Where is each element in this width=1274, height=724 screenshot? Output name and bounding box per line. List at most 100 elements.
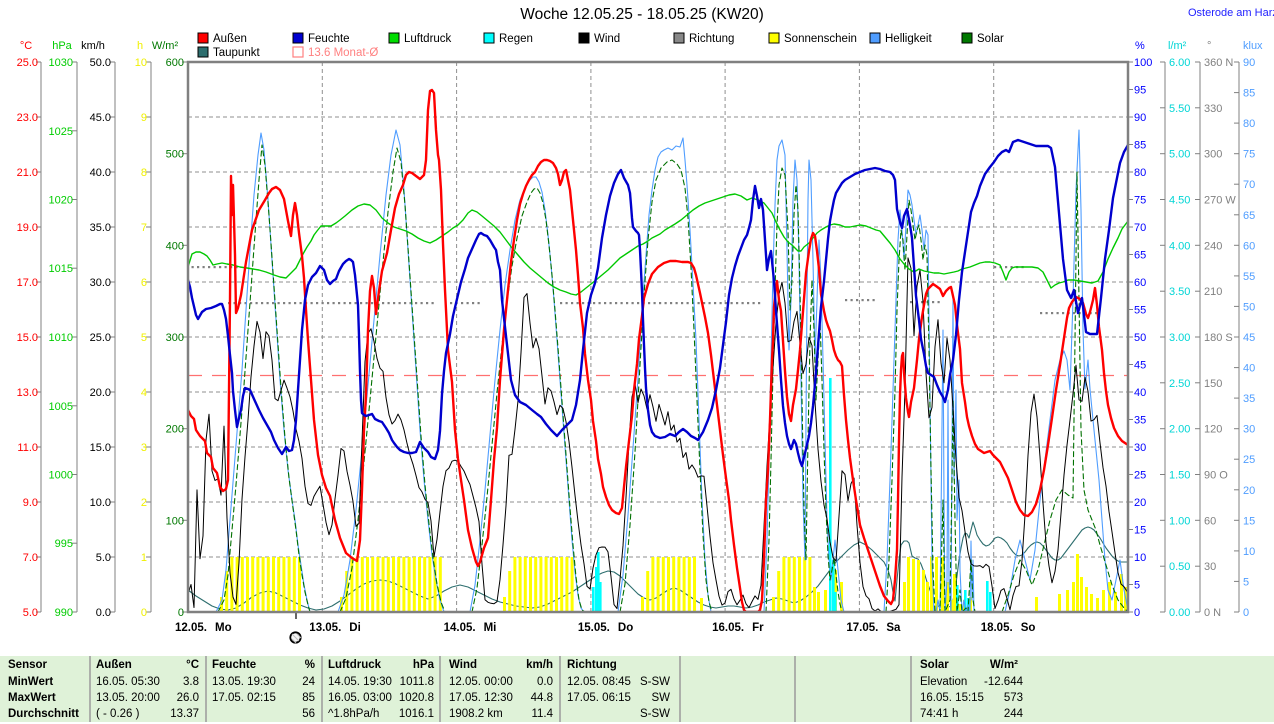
svg-text:17.05. 02:15: 17.05. 02:15	[212, 692, 276, 704]
svg-text:Elevation: Elevation	[920, 676, 967, 688]
svg-text:17.05. 12:30: 17.05. 12:30	[449, 692, 513, 704]
svg-text:120: 120	[1204, 424, 1222, 436]
svg-text:1010: 1010	[49, 332, 73, 344]
svg-text:70: 70	[1134, 222, 1146, 234]
svg-text:1908.2 km: 1908.2 km	[449, 708, 503, 720]
svg-text:9.0: 9.0	[23, 497, 38, 509]
svg-text:21.0: 21.0	[17, 167, 38, 179]
svg-text:90: 90	[1134, 112, 1146, 124]
svg-text:1020.8: 1020.8	[399, 692, 434, 704]
svg-text:300: 300	[166, 332, 184, 344]
svg-text:573: 573	[1004, 692, 1023, 704]
svg-text:16.05. 05:30: 16.05. 05:30	[96, 676, 160, 688]
svg-text:13.05. 20:00: 13.05. 20:00	[96, 692, 160, 704]
svg-text:13.37: 13.37	[170, 708, 199, 720]
svg-text:30: 30	[1204, 561, 1216, 573]
svg-text:Solar: Solar	[977, 33, 1004, 45]
svg-text:1.50: 1.50	[1169, 470, 1190, 482]
svg-text:45: 45	[1243, 332, 1255, 344]
svg-text:Wind: Wind	[594, 33, 620, 45]
svg-text:20.0: 20.0	[90, 387, 111, 399]
svg-text:0: 0	[141, 607, 147, 619]
svg-text:400: 400	[166, 240, 184, 252]
svg-text:200: 200	[166, 424, 184, 436]
svg-text:13.0: 13.0	[17, 387, 38, 399]
svg-text:Solar: Solar	[920, 659, 949, 671]
svg-text:995: 995	[55, 538, 73, 550]
svg-text:5.0: 5.0	[96, 552, 111, 564]
svg-text:3.50: 3.50	[1169, 286, 1190, 298]
svg-text:hPa: hPa	[413, 659, 435, 671]
svg-text:klux: klux	[1243, 40, 1263, 52]
svg-text:17.05.: 17.05.	[846, 622, 878, 634]
svg-text:30: 30	[1243, 424, 1255, 436]
svg-text:%: %	[305, 659, 315, 671]
svg-text:240: 240	[1204, 240, 1222, 252]
svg-text:So: So	[1021, 622, 1036, 634]
svg-text:3: 3	[141, 442, 147, 454]
svg-text:330: 330	[1204, 103, 1222, 115]
svg-text:Luftdruck: Luftdruck	[404, 33, 452, 45]
svg-text:23.0: 23.0	[17, 112, 38, 124]
svg-text:500: 500	[166, 149, 184, 161]
svg-text:Mo: Mo	[215, 622, 232, 634]
svg-text:1020: 1020	[49, 195, 73, 207]
svg-text:°C: °C	[20, 40, 32, 52]
svg-text:75: 75	[1134, 195, 1146, 207]
svg-text:1030: 1030	[49, 57, 73, 69]
svg-text:Außen: Außen	[96, 659, 132, 671]
svg-text:44.8: 44.8	[531, 692, 553, 704]
svg-text:26.0: 26.0	[177, 692, 199, 704]
svg-text:85: 85	[302, 692, 315, 704]
svg-text:S-SW: S-SW	[640, 708, 670, 720]
svg-text:210: 210	[1204, 286, 1222, 298]
svg-text:Durchschnitt: Durchschnitt	[8, 708, 79, 720]
svg-text:1011.8: 1011.8	[400, 676, 434, 688]
svg-text:Richtung: Richtung	[567, 659, 617, 671]
svg-text:Mi: Mi	[484, 622, 497, 634]
svg-text:75: 75	[1243, 149, 1255, 161]
svg-text:1005: 1005	[49, 401, 73, 413]
svg-text:11.0: 11.0	[17, 442, 38, 454]
svg-text:1015: 1015	[49, 263, 73, 275]
svg-text:°C: °C	[186, 659, 199, 671]
svg-text:0.00: 0.00	[1169, 607, 1190, 619]
svg-text:Luftdruck: Luftdruck	[328, 659, 382, 671]
svg-text:35.0: 35.0	[90, 222, 111, 234]
svg-text:150: 150	[1204, 378, 1222, 390]
svg-text:14.05.: 14.05.	[444, 622, 476, 634]
svg-text:12.05. 00:00: 12.05. 00:00	[449, 676, 513, 688]
svg-text:74:41 h: 74:41 h	[920, 708, 958, 720]
svg-text:9: 9	[141, 112, 147, 124]
svg-text:45: 45	[1134, 360, 1146, 372]
svg-text:17.05. 06:15: 17.05. 06:15	[567, 692, 631, 704]
svg-text:25: 25	[1134, 470, 1146, 482]
svg-text:100: 100	[166, 515, 184, 527]
svg-text:km/h: km/h	[81, 40, 105, 52]
svg-text:60: 60	[1243, 240, 1255, 252]
svg-text:100: 100	[1134, 57, 1152, 69]
svg-text:Regen: Regen	[499, 33, 533, 45]
svg-text:13.05.: 13.05.	[309, 622, 341, 634]
svg-text:5: 5	[1243, 576, 1249, 588]
svg-text:6: 6	[141, 277, 147, 289]
svg-text:Helligkeit: Helligkeit	[885, 33, 932, 45]
svg-text:20: 20	[1243, 485, 1255, 497]
svg-text:270 W: 270 W	[1204, 195, 1236, 207]
svg-text:l/m²: l/m²	[1168, 40, 1187, 52]
svg-text:60: 60	[1134, 277, 1146, 289]
svg-text:MaxWert: MaxWert	[8, 692, 56, 704]
svg-text:( - 0.26 ): ( - 0.26 )	[96, 708, 140, 720]
svg-text:Feuchte: Feuchte	[212, 659, 256, 671]
svg-text:1025: 1025	[49, 126, 73, 138]
svg-text:^1.8hPa/h: ^1.8hPa/h	[328, 708, 379, 720]
svg-text:3.00: 3.00	[1169, 332, 1190, 344]
svg-text:°: °	[1207, 40, 1211, 52]
svg-text:km/h: km/h	[526, 659, 553, 671]
svg-text:55: 55	[1243, 271, 1255, 283]
svg-text:10.0: 10.0	[90, 497, 111, 509]
svg-text:13.05. 19:30: 13.05. 19:30	[212, 676, 276, 688]
svg-text:35: 35	[1243, 393, 1255, 405]
svg-text:12.05.: 12.05.	[175, 622, 207, 634]
svg-text:-12.644: -12.644	[984, 676, 1024, 688]
